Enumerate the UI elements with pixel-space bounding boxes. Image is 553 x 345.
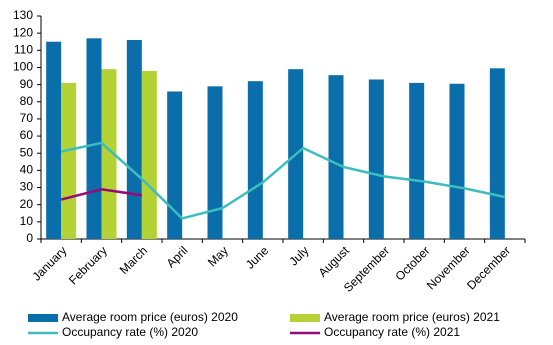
y-tick-label: 30 xyxy=(20,180,34,194)
legend-swatch xyxy=(290,314,320,322)
legend-label: Occupancy rate (%) 2020 xyxy=(62,325,198,339)
bar xyxy=(126,40,142,240)
bar xyxy=(101,69,117,239)
y-tick-label: 40 xyxy=(20,163,34,177)
bar xyxy=(61,82,77,240)
x-tick-label: January xyxy=(29,243,69,283)
y-tick-label: 80 xyxy=(20,94,34,108)
legend-swatch xyxy=(28,314,58,322)
y-tick-label: 10 xyxy=(20,214,34,228)
y-tick-label: 0 xyxy=(26,231,33,245)
bar xyxy=(247,81,263,239)
bar xyxy=(368,79,384,239)
x-tick-label: October xyxy=(392,243,432,283)
y-tick-label: 50 xyxy=(20,145,34,159)
bar xyxy=(207,86,223,239)
y-tick-label: 130 xyxy=(13,8,33,22)
bar xyxy=(46,41,62,239)
x-tick-label: May xyxy=(205,243,231,269)
x-tick-label: February xyxy=(66,243,110,287)
legend-label: Average room price (euros) 2020 xyxy=(62,310,238,324)
y-tick-label: 100 xyxy=(13,60,33,74)
bar xyxy=(489,68,505,239)
y-tick-label: 110 xyxy=(14,42,33,56)
y-tick-label: 60 xyxy=(20,128,34,142)
x-tick-label: December xyxy=(464,243,513,292)
x-tick-label: June xyxy=(243,243,272,272)
bar xyxy=(167,91,183,239)
y-tick-label: 90 xyxy=(20,77,34,91)
x-tick-label: July xyxy=(287,243,312,268)
bar xyxy=(141,70,157,240)
bar xyxy=(86,38,102,239)
x-tick-label: August xyxy=(316,243,353,280)
y-tick-label: 120 xyxy=(13,25,33,39)
bar xyxy=(409,82,425,240)
y-tick-label: 70 xyxy=(20,111,34,125)
legend-label: Occupancy rate (%) 2021 xyxy=(324,325,460,339)
x-tick-label: March xyxy=(117,243,150,276)
x-tick-label: April xyxy=(164,243,191,270)
line xyxy=(60,141,506,220)
bar xyxy=(449,83,465,239)
y-tick-label: 20 xyxy=(20,197,34,211)
legend-label: Average room price (euros) 2021 xyxy=(324,310,500,324)
line xyxy=(60,187,143,201)
bar xyxy=(328,75,344,239)
